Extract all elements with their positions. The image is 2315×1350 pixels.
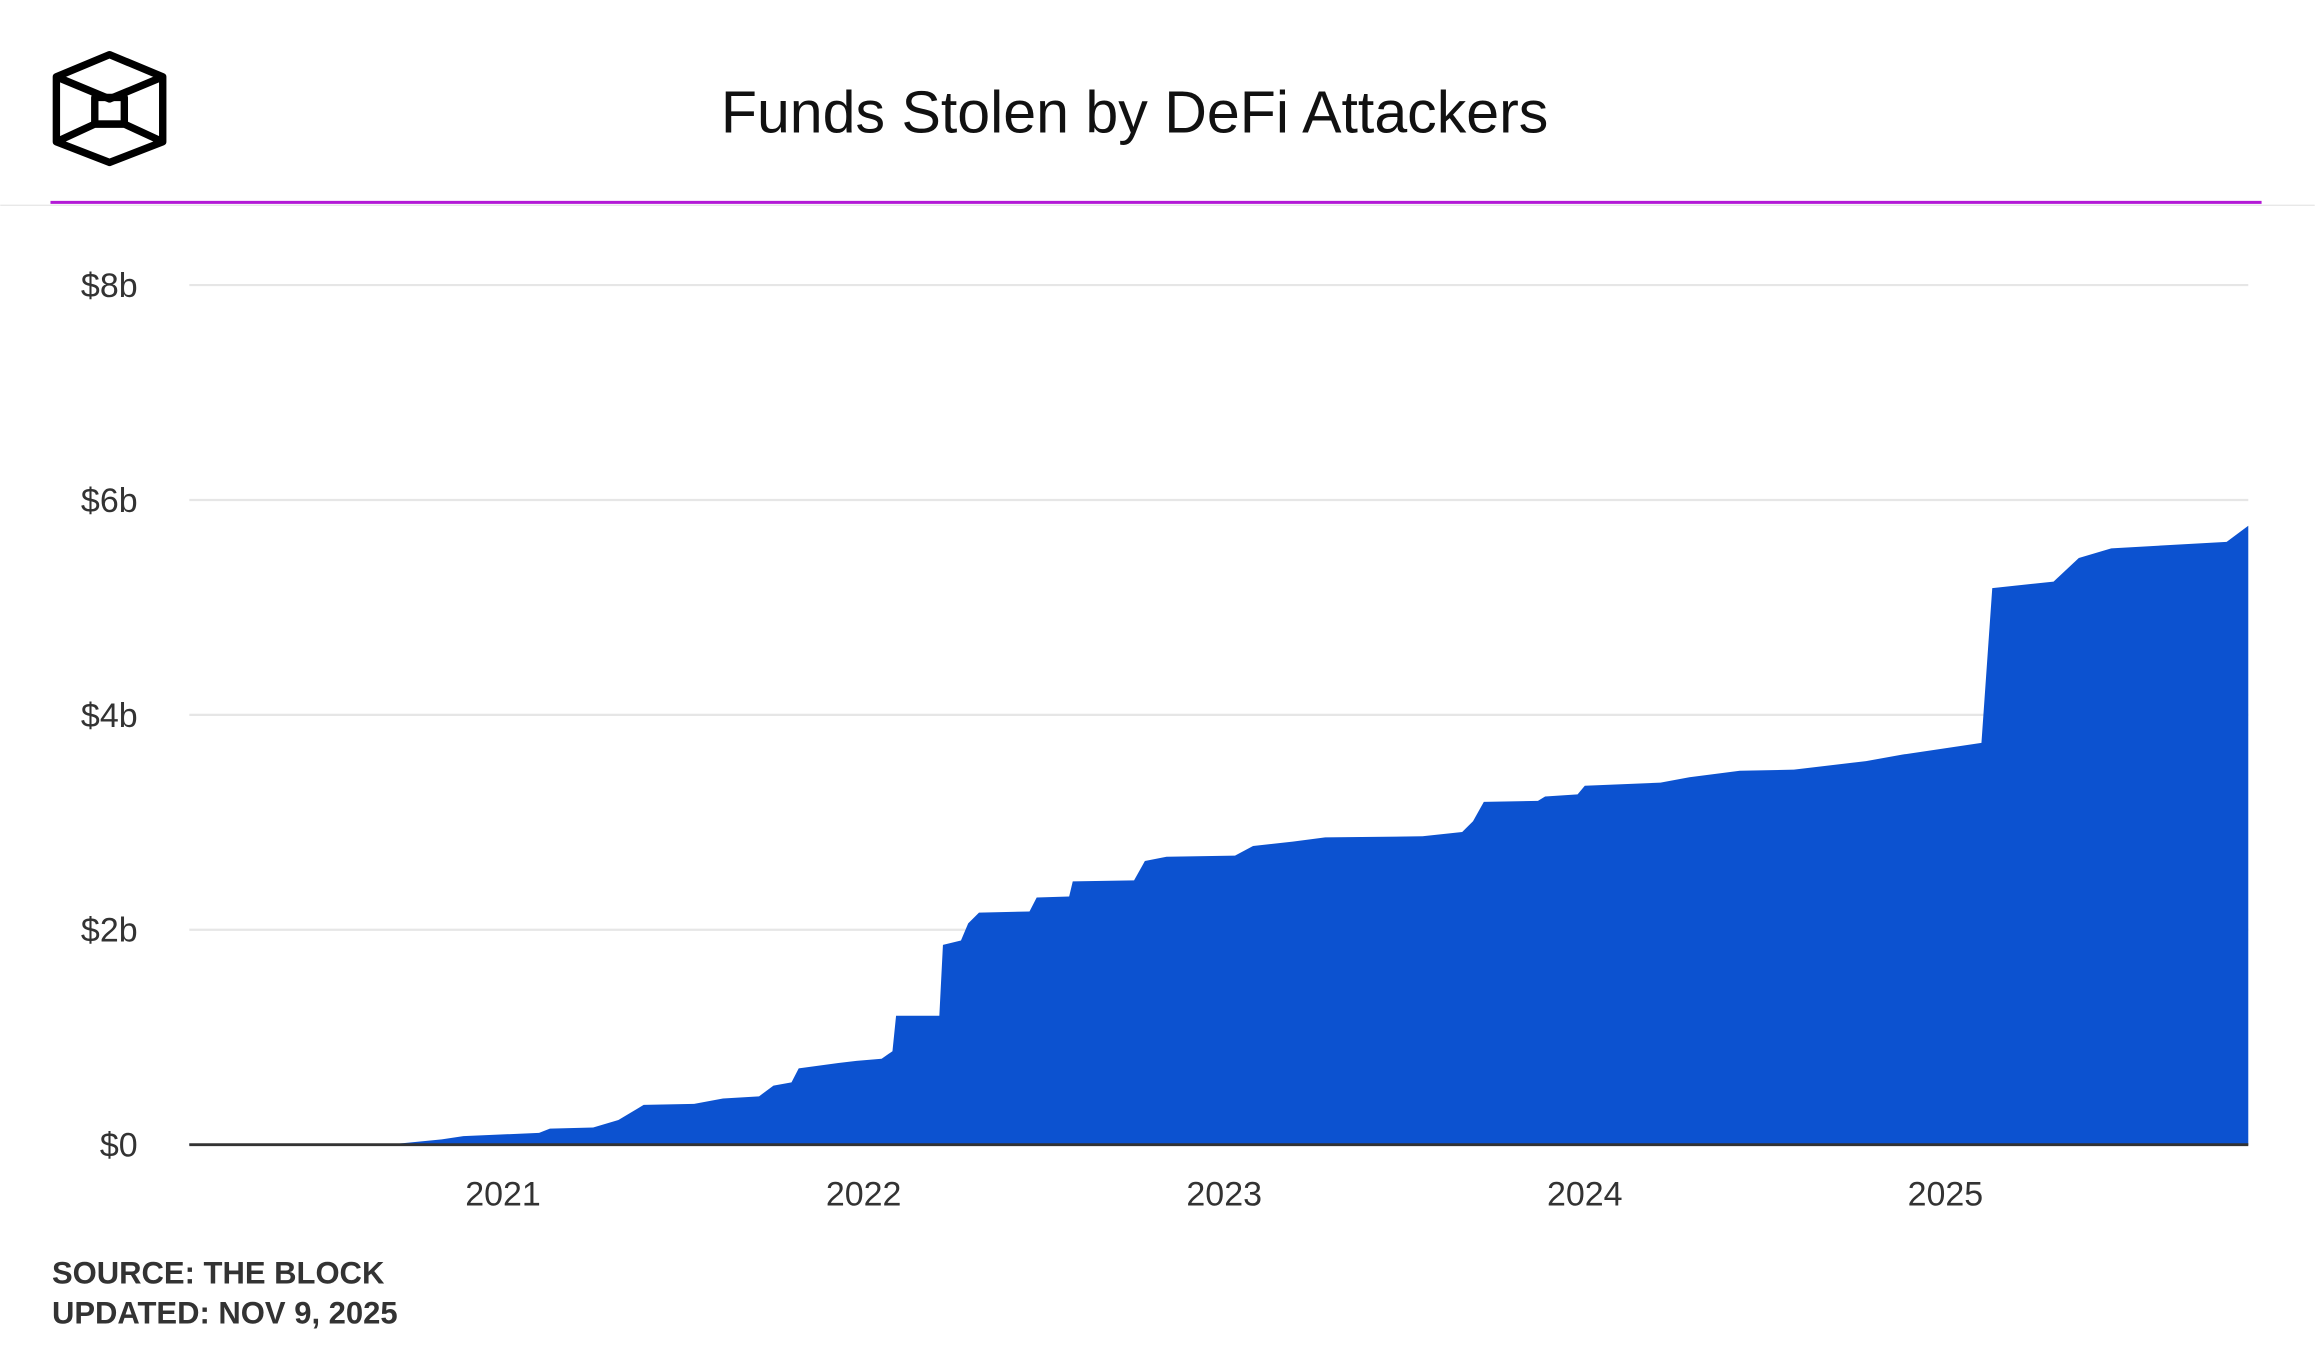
x-tick-label: 2024 (1547, 1175, 1623, 1213)
y-tick-label: $6b (81, 482, 138, 520)
y-tick-label: $8b (81, 267, 138, 305)
y-tick-label: $2b (81, 912, 138, 950)
x-tick-label: 2023 (1186, 1175, 1262, 1213)
y-tick-label: $4b (81, 697, 138, 735)
axes: $0 $2b $4b $6b $8b 2021 2022 2023 2024 2025 (81, 267, 2249, 1213)
chart-title: Funds Stolen by DeFi Attackers (721, 79, 1548, 145)
source-note: SOURCE: THE BLOCK (52, 1256, 385, 1291)
area (189, 525, 2249, 1145)
x-tick-label: 2025 (1908, 1175, 1984, 1213)
updated-note: UPDATED: NOV 9, 2025 (52, 1295, 398, 1330)
logo (52, 50, 167, 167)
y-tick-label: $0 (100, 1127, 138, 1165)
x-tick-label: 2021 (465, 1175, 541, 1213)
plot (189, 525, 2249, 1145)
x-tick-label: 2022 (826, 1175, 902, 1213)
